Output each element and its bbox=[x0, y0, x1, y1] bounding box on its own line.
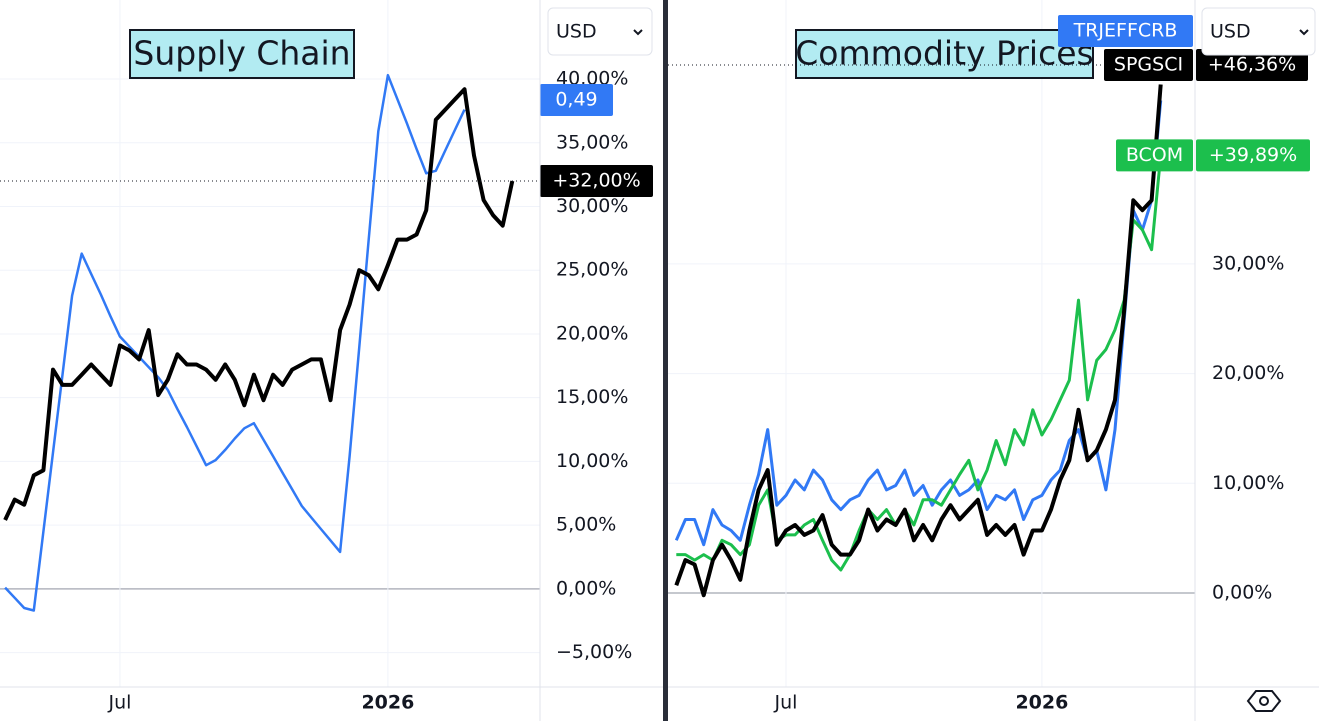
y-tick-label: −5,00% bbox=[556, 641, 632, 663]
chart-title: Commodity Prices bbox=[795, 34, 1093, 73]
y-tick-label: 10,00% bbox=[1212, 472, 1284, 494]
currency-label[interactable]: USD bbox=[1210, 21, 1251, 43]
price-label: TRJEFFCRB bbox=[1073, 20, 1178, 42]
chart-pane: −5,00% 0,00% 5,00% 10,00% 15,00% 20,00% 25,00%… bbox=[0, 0, 653, 714]
price-label-box bbox=[1196, 49, 1308, 81]
y-tick-label: 25,00% bbox=[556, 259, 628, 281]
y-tick-label: 30,00% bbox=[1212, 252, 1284, 274]
series-line bbox=[674, 100, 1163, 547]
price-label-box bbox=[540, 164, 653, 197]
y-tick-label: 20,00% bbox=[556, 322, 628, 344]
price-label-box bbox=[1058, 15, 1193, 47]
price-label-box bbox=[1104, 49, 1193, 81]
y-tick-label: 20,00% bbox=[1212, 362, 1284, 384]
title-box bbox=[795, 29, 1094, 79]
series-line bbox=[674, 84, 1163, 598]
y-tick-label: 5,00% bbox=[556, 514, 616, 536]
series-line bbox=[676, 155, 1163, 572]
pane-separator bbox=[663, 0, 668, 721]
x-tick-label: 2026 bbox=[1015, 692, 1068, 714]
y-tick-label: 0,00% bbox=[1212, 581, 1272, 603]
y-tick-label: 10,00% bbox=[556, 450, 628, 472]
y-tick-label: 0,00% bbox=[556, 577, 616, 599]
chart-layer: −5,00% 0,00% 5,00% 10,00% 15,00% 20,00% 25,00%… bbox=[0, 0, 1310, 714]
y-tick-label: 35,00% bbox=[556, 131, 628, 153]
currency-dropdown[interactable]: USD bbox=[547, 7, 653, 56]
x-tick-label: 2026 bbox=[361, 692, 414, 714]
price-label: 0,49 bbox=[555, 89, 597, 111]
currency-dropdown[interactable]: USD bbox=[1201, 7, 1316, 56]
price-label-box bbox=[1196, 139, 1310, 172]
chart-title: Supply Chain bbox=[133, 34, 350, 73]
x-tick-label: Jul bbox=[774, 692, 798, 714]
price-label: BCOM bbox=[1126, 144, 1183, 166]
series-line bbox=[3, 87, 515, 521]
series-line bbox=[4, 73, 466, 612]
x-tick-label: Jul bbox=[107, 692, 131, 714]
price-label: +32,00% bbox=[552, 169, 640, 191]
y-tick-label: 30,00% bbox=[556, 195, 628, 217]
title-box bbox=[129, 29, 355, 79]
price-label: SPGSCI bbox=[1114, 54, 1183, 76]
price-label: +39,89% bbox=[1209, 144, 1297, 166]
price-label-box bbox=[540, 84, 613, 116]
y-tick-label: 15,00% bbox=[556, 386, 628, 408]
price-label: +46,36% bbox=[1208, 54, 1296, 76]
price-label-box bbox=[1116, 139, 1193, 172]
settings-button[interactable] bbox=[1246, 690, 1282, 712]
currency-label[interactable]: USD bbox=[556, 21, 597, 43]
chart-pane: 0,00% 10,00% 20,00% 30,00% Jul 2026 Commodity … bbox=[668, 0, 1310, 714]
